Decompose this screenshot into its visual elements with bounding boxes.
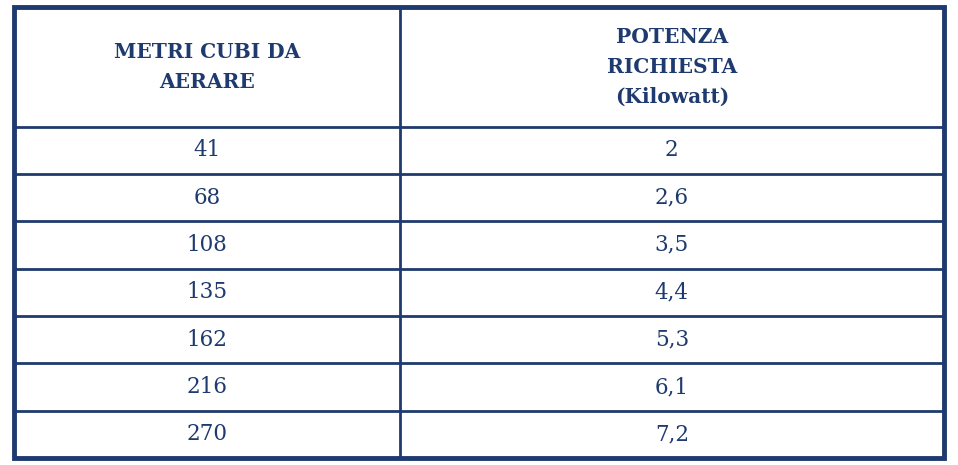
Text: METRI CUBI DA
AERARE: METRI CUBI DA AERARE [114,42,300,92]
Text: 108: 108 [187,234,228,256]
Text: 5,3: 5,3 [654,329,689,351]
Text: 6,1: 6,1 [655,376,689,398]
Text: 162: 162 [187,329,228,351]
Text: 216: 216 [187,376,228,398]
Text: 68: 68 [194,186,220,208]
Text: 2: 2 [665,139,678,161]
Text: 41: 41 [194,139,220,161]
Text: 270: 270 [187,423,228,445]
Text: 135: 135 [187,281,228,303]
Text: 4,4: 4,4 [655,281,689,303]
Text: 2,6: 2,6 [654,186,689,208]
Text: POTENZA
RICHIESTA
(Kilowatt): POTENZA RICHIESTA (Kilowatt) [606,27,737,106]
Text: 7,2: 7,2 [654,423,689,445]
Text: 3,5: 3,5 [654,234,689,256]
